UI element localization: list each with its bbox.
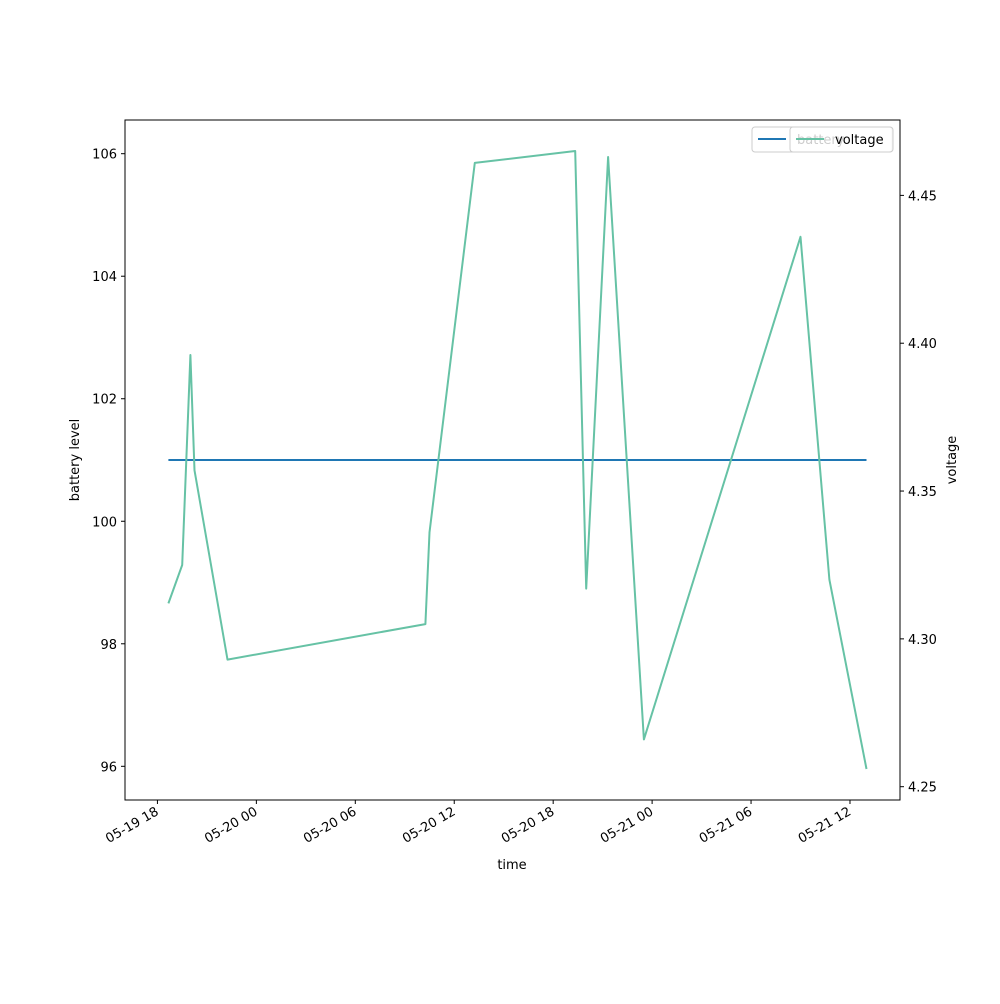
right-y-axis-title: voltage: [945, 436, 960, 485]
legend-voltage-label: voltage: [835, 133, 884, 148]
right-y-tick-label: 4.40: [908, 337, 937, 352]
legend-voltage: voltage: [789, 126, 894, 153]
x-tick-label: 05-21 00: [598, 804, 656, 846]
left-y-axis-title: battery level: [68, 419, 83, 502]
left-y-tick-label: 106: [92, 148, 117, 163]
x-tick-label: 05-19 18: [103, 804, 161, 846]
x-tick-label: 05-20 06: [301, 804, 359, 846]
x-tick-label: 05-20 12: [400, 804, 458, 846]
series-line-voltage: [167, 150, 868, 770]
legend-voltage-box: [789, 126, 894, 153]
right-y-tick-label: 4.35: [908, 485, 937, 500]
left-y-tick-label: 104: [92, 270, 117, 285]
x-tick-label: 05-21 12: [796, 804, 854, 846]
x-tick-label: 05-20 18: [499, 804, 557, 846]
left-y-axis: 96 98 100 102 104 106: [92, 148, 125, 775]
left-y-tick-label: 98: [100, 638, 117, 653]
right-y-tick-label: 4.30: [908, 633, 937, 648]
series-layer: [167, 150, 868, 770]
x-axis: 05-19 18 05-20 00 05-20 06 05-20 12 05-20 18…: [103, 800, 854, 847]
x-tick-label: 05-20 00: [202, 804, 260, 846]
x-axis-title: time: [497, 858, 526, 873]
left-y-tick-label: 102: [92, 393, 117, 408]
left-y-tick-label: 96: [100, 760, 117, 775]
plot-frame: [124, 119, 901, 801]
right-y-tick-label: 4.25: [908, 781, 937, 796]
x-tick-label: 05-21 06: [697, 804, 755, 846]
right-y-tick-label: 4.45: [908, 189, 937, 204]
left-y-tick-label: 100: [92, 515, 117, 530]
right-y-axis: 4.25 4.30 4.35 4.40 4.45: [900, 189, 937, 796]
